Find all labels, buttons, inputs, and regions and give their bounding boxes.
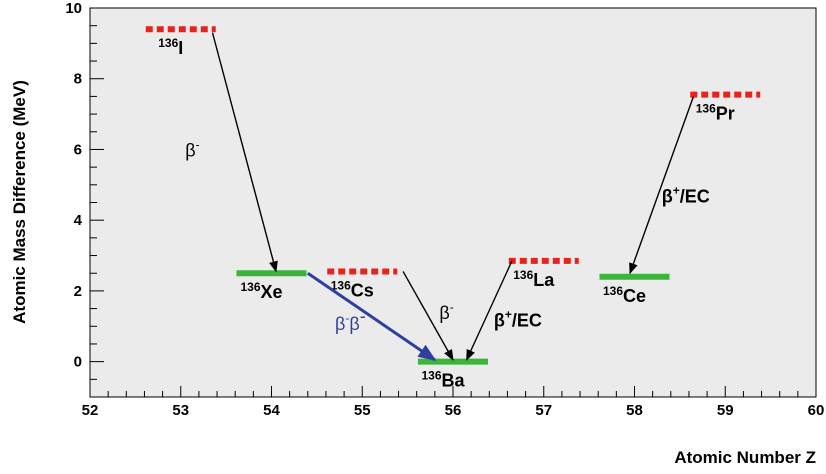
decay-label: β+/EC — [494, 307, 542, 330]
x-tick-label: 52 — [82, 402, 99, 419]
x-tick-label: 59 — [717, 402, 734, 419]
x-tick-labels: 52 53 54 55 56 57 58 59 60 — [82, 402, 825, 419]
y-tick-label: 4 — [74, 212, 83, 229]
decay-label: β+/EC — [662, 184, 710, 207]
annotations: β-β-β+/EC β+/EC β-β- — [185, 138, 709, 334]
decay-arrow — [465, 260, 513, 361]
decay-arrow — [402, 271, 454, 361]
level-label-la: 136La — [513, 268, 555, 290]
x-tick-label: 60 — [808, 402, 825, 419]
y-axis-title: Atomic Mass Difference (MeV) — [10, 80, 29, 324]
x-tick-label: 53 — [172, 402, 189, 419]
y-tick-label: 2 — [74, 283, 82, 300]
y-tick-label: 10 — [65, 0, 82, 17]
y-tick-label: 0 — [74, 354, 82, 371]
double-beta-label: β-β- — [335, 306, 366, 334]
decay-arrow — [211, 32, 278, 273]
x-tick-label: 55 — [354, 402, 371, 419]
x-axis-title: Atomic Number Z — [674, 448, 816, 467]
y-tick-label: 8 — [74, 71, 82, 88]
y-tick-label: 6 — [74, 141, 82, 158]
level-label-ba: 136Ba — [421, 369, 465, 391]
transitions — [211, 32, 695, 362]
level-label-xe: 136Xe — [240, 280, 282, 302]
double-beta-arrow — [306, 271, 437, 362]
decay-arrow — [629, 96, 695, 275]
level-label-i: 136I — [158, 36, 183, 58]
plot-area — [89, 7, 817, 398]
levels: 136I 136Xe 136Cs 136Ba 136La 136Ce 136Pr — [145, 26, 761, 391]
decay-label: β- — [439, 300, 453, 323]
x-tick-label: 57 — [535, 402, 552, 419]
y-tick-labels: 0 2 4 6 8 10 — [65, 0, 82, 371]
axis-ticks — [89, 7, 817, 398]
level-label-ce: 136Ce — [603, 284, 646, 306]
level-label-pr: 136Pr — [696, 102, 735, 124]
x-tick-label: 58 — [626, 402, 643, 419]
x-tick-label: 56 — [445, 402, 462, 419]
level-label-cs: 136Cs — [331, 278, 374, 300]
decay-label: β- — [185, 138, 199, 161]
x-tick-label: 54 — [263, 402, 280, 419]
